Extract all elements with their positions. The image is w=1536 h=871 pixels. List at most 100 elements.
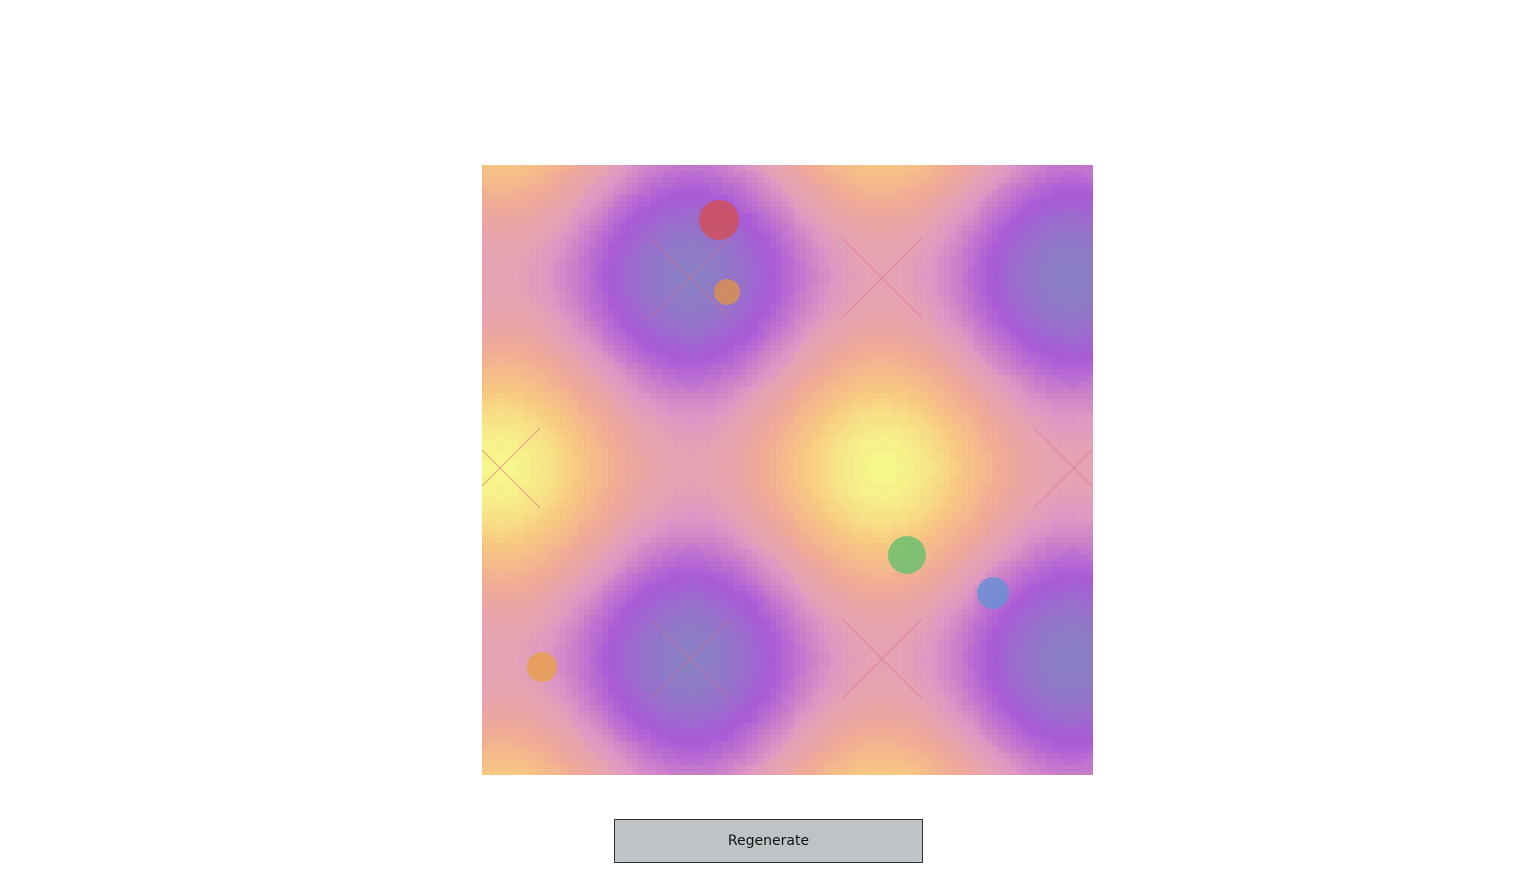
pattern-cell	[878, 327, 885, 334]
pattern-cell	[812, 339, 819, 346]
pattern-cell	[860, 183, 867, 190]
pattern-cell	[662, 387, 669, 394]
pattern-cell	[944, 411, 951, 418]
pattern-cell	[500, 243, 507, 250]
pattern-cell	[590, 237, 597, 244]
pattern-cell	[992, 225, 999, 232]
pattern-cell	[968, 183, 975, 190]
pattern-cell	[1076, 429, 1083, 436]
pattern-cell	[764, 279, 771, 286]
pattern-cell	[506, 423, 513, 430]
pattern-cell	[878, 333, 885, 340]
pattern-cell	[554, 441, 561, 448]
pattern-cell	[548, 207, 555, 214]
pattern-cell	[1010, 429, 1017, 436]
pattern-cell	[1046, 267, 1053, 274]
pattern-cell	[482, 447, 489, 454]
pattern-cell	[1082, 399, 1089, 406]
pattern-cell	[656, 291, 663, 298]
pattern-cell	[668, 225, 675, 232]
pattern-cell	[854, 453, 861, 460]
pattern-cell	[620, 291, 627, 298]
pattern-cell	[686, 189, 693, 196]
pattern-cell	[1028, 369, 1035, 376]
pattern-cell	[800, 369, 807, 376]
pattern-cell	[794, 351, 801, 358]
pattern-cell	[1070, 423, 1077, 430]
pattern-cell	[614, 429, 621, 436]
pattern-cell	[824, 225, 831, 232]
pattern-cell	[506, 381, 513, 388]
pattern-cell	[800, 231, 807, 238]
pattern-cell	[806, 345, 813, 352]
pattern-cell	[632, 405, 639, 412]
pattern-cell	[992, 303, 999, 310]
pattern-cell	[728, 339, 735, 346]
pattern-cell	[956, 303, 963, 310]
pattern-cell	[716, 327, 723, 334]
pattern-cell	[680, 231, 687, 238]
pattern-cell	[950, 243, 957, 250]
pattern-cell	[668, 261, 675, 268]
pattern-cell	[710, 255, 717, 262]
pattern-cell	[746, 279, 753, 286]
pattern-cell	[980, 375, 987, 382]
pattern-cell	[980, 291, 987, 298]
pattern-cell	[704, 255, 711, 262]
pattern-cell	[1022, 345, 1029, 352]
pattern-cell	[704, 441, 711, 448]
pattern-cell	[1076, 411, 1083, 418]
pattern-cell	[650, 393, 657, 400]
pattern-cell	[590, 267, 597, 274]
pattern-cell	[614, 417, 621, 424]
pattern-cell	[650, 285, 657, 292]
pattern-cell	[536, 195, 543, 202]
pattern-cell	[1076, 423, 1083, 430]
pattern-cell	[794, 417, 801, 424]
pattern-cell	[974, 165, 981, 172]
pattern-cell	[554, 297, 561, 304]
pattern-cell	[686, 249, 693, 256]
pattern-cell	[770, 303, 777, 310]
pattern-cell	[734, 237, 741, 244]
pattern-cell	[1088, 333, 1093, 340]
pattern-cell	[1070, 405, 1077, 412]
pattern-cell	[632, 411, 639, 418]
pattern-cell	[956, 399, 963, 406]
pattern-cell	[668, 363, 675, 370]
pattern-cell	[512, 333, 519, 340]
pattern-cell	[1052, 435, 1059, 442]
pattern-cell	[998, 369, 1005, 376]
pattern-cell	[920, 195, 927, 202]
pattern-cell	[746, 207, 753, 214]
pattern-cell	[698, 333, 705, 340]
pattern-cell	[956, 213, 963, 220]
pattern-cell	[704, 375, 711, 382]
pattern-cell	[932, 171, 939, 178]
pattern-cell	[758, 351, 765, 358]
pattern-cell	[482, 219, 489, 226]
pattern-cell	[662, 423, 669, 430]
pattern-cell	[686, 261, 693, 268]
pattern-cell	[812, 447, 819, 454]
pattern-cell	[920, 363, 927, 370]
pattern-cell	[908, 351, 915, 358]
pattern-cell	[884, 285, 891, 292]
pattern-cell	[788, 357, 795, 364]
pattern-cell	[986, 333, 993, 340]
pattern-cell	[560, 321, 567, 328]
pattern-cell	[950, 291, 957, 298]
pattern-cell	[1034, 363, 1041, 370]
pattern-cell	[602, 267, 609, 274]
pattern-cell	[1076, 369, 1083, 376]
pattern-cell	[1076, 189, 1083, 196]
pattern-cell	[830, 369, 837, 376]
pattern-cell	[1034, 213, 1041, 220]
pattern-cell	[584, 417, 591, 424]
pattern-cell	[854, 405, 861, 412]
pattern-cell	[728, 249, 735, 256]
pattern-cell	[482, 381, 489, 388]
pattern-cell	[782, 399, 789, 406]
pattern-cell	[860, 429, 867, 436]
pattern-cell	[548, 393, 555, 400]
